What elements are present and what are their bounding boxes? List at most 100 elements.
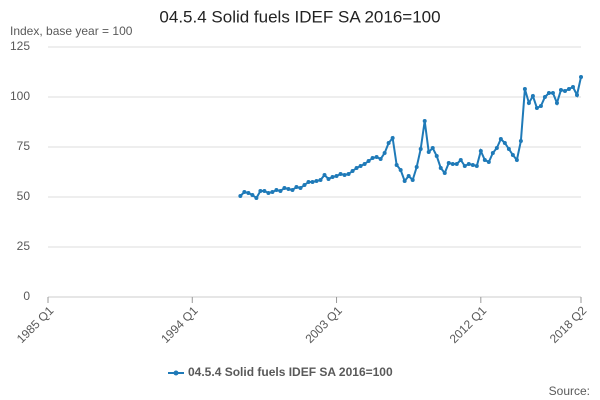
data-point (498, 137, 503, 141)
data-point (362, 162, 367, 166)
source: Source: (549, 384, 590, 398)
data-point (558, 88, 563, 92)
data-point (250, 193, 255, 197)
data-point (382, 151, 387, 155)
x-tick-label: 2018 Q2 (547, 303, 590, 346)
series-line (239, 76, 582, 200)
data-point (402, 179, 407, 183)
data-point (546, 91, 551, 95)
y-tick-label: 75 (17, 139, 31, 153)
chart-title: 04.5.4 Solid fuels IDEF SA 2016=100 (159, 7, 440, 26)
data-point (426, 150, 431, 154)
data-point (318, 178, 323, 182)
y-tick-label: 0 (23, 289, 30, 303)
data-point (366, 159, 371, 163)
data-point (422, 119, 427, 123)
data-point (314, 179, 319, 183)
data-point (438, 166, 443, 170)
data-point (570, 85, 575, 89)
legend-marker (173, 370, 179, 376)
data-point (238, 194, 243, 198)
data-point (290, 188, 295, 192)
data-point (566, 87, 571, 91)
data-point (442, 171, 447, 175)
data-point (326, 177, 331, 181)
data-point (370, 156, 375, 160)
data-point (270, 190, 275, 194)
data-point (358, 164, 363, 168)
data-point (579, 75, 583, 79)
data-point (346, 172, 351, 176)
data-point (530, 94, 535, 98)
x-tick-label: 2012 Q1 (447, 303, 490, 346)
data-point (514, 158, 519, 162)
data-point (538, 104, 543, 108)
data-point (406, 174, 411, 178)
data-point (374, 155, 379, 159)
data-point (302, 183, 307, 187)
data-point (294, 185, 299, 189)
data-point (458, 158, 463, 162)
data-point (474, 164, 479, 168)
data-point (338, 172, 343, 176)
data-point (306, 180, 311, 184)
data-point (262, 189, 267, 193)
data-point (454, 162, 459, 166)
data-point (574, 93, 579, 97)
data-point (494, 146, 499, 150)
data-point (510, 153, 515, 157)
data-point (562, 89, 567, 93)
data-point (350, 169, 355, 173)
data-point (486, 160, 491, 164)
data-point (506, 147, 511, 151)
data-point (478, 149, 483, 153)
x-tick-label: 1994 Q1 (158, 303, 201, 346)
y-tick-label: 50 (17, 189, 31, 203)
data-point (414, 165, 419, 169)
data-point (526, 101, 531, 105)
data-point (258, 189, 263, 193)
data-point (466, 162, 471, 166)
data-point (242, 190, 247, 194)
data-point (550, 91, 555, 95)
legend-label: 04.5.4 Solid fuels IDEF SA 2016=100 (188, 365, 393, 379)
data-point (418, 147, 423, 151)
data-point (390, 136, 395, 140)
data-point (470, 163, 475, 167)
data-point (518, 139, 523, 143)
data-point (482, 158, 487, 162)
data-point (534, 106, 539, 110)
data-point (282, 186, 287, 190)
data-point (434, 154, 439, 158)
data-point (462, 164, 467, 168)
data-point (502, 141, 507, 145)
data-point (354, 166, 359, 170)
data-point (322, 173, 327, 177)
y-tick-label: 125 (10, 39, 30, 53)
data-point (410, 178, 415, 182)
data-point (246, 191, 251, 195)
data-point (334, 174, 339, 178)
data-point (394, 163, 399, 167)
data-point (330, 175, 335, 179)
data-point (342, 173, 347, 177)
data-point (298, 186, 303, 190)
data-point (554, 101, 559, 105)
data-point (378, 157, 383, 161)
y-axis-label: Index, base year = 100 (10, 24, 133, 38)
data-point (430, 146, 435, 150)
data-point (522, 87, 527, 91)
y-tick-label: 100 (10, 89, 30, 103)
data-point (278, 189, 283, 193)
data-point (446, 161, 451, 165)
data-point (398, 168, 403, 172)
data-point (386, 141, 391, 145)
data-point (274, 188, 279, 192)
data-point (254, 196, 259, 200)
data-point (450, 162, 455, 166)
x-tick-label: 2003 Q1 (302, 303, 345, 346)
data-point (266, 191, 271, 195)
data-point (286, 187, 291, 191)
data-point (490, 151, 495, 155)
